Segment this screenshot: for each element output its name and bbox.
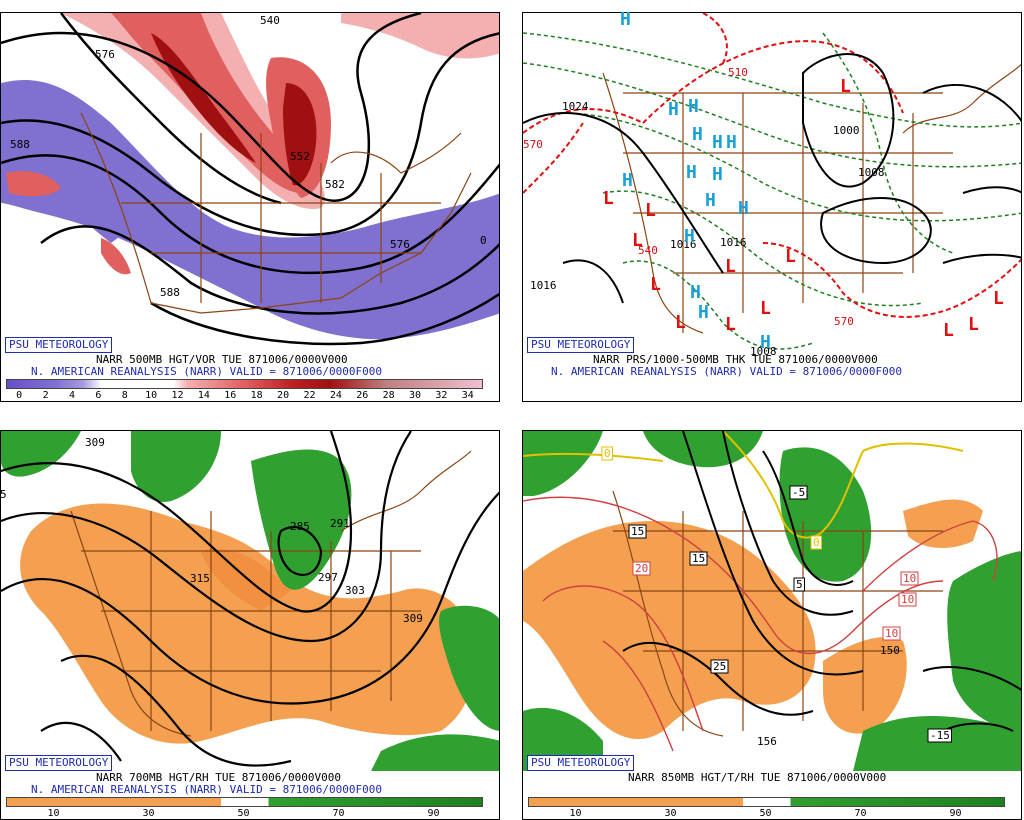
color-scale-labels: 10 30 50 70 90 bbox=[528, 808, 1003, 819]
map-700mb-rh bbox=[1, 431, 499, 771]
credit-label: PSU METEOROLOGY bbox=[5, 755, 113, 771]
scale-tick-label: 30 bbox=[664, 808, 677, 819]
map-500mb-vorticity bbox=[1, 13, 499, 353]
rh-moist-region bbox=[523, 431, 603, 496]
scale-tick-label: 90 bbox=[949, 808, 962, 819]
panel-thickness-pressure: PSU METEOROLOGY NARR PRS/1000-500MB THK … bbox=[522, 12, 1022, 402]
scale-tick-label: 12 bbox=[171, 390, 184, 401]
vorticity-positive-region bbox=[6, 171, 61, 197]
vorticity-positive-region bbox=[151, 33, 256, 163]
scale-tick-label: 2 bbox=[42, 390, 49, 401]
map-thickness-pressure bbox=[523, 13, 1021, 353]
vorticity-negative-region bbox=[56, 173, 131, 243]
scale-tick-label: 16 bbox=[224, 390, 237, 401]
scale-tick-label: 10 bbox=[145, 390, 158, 401]
scale-tick-label: 14 bbox=[197, 390, 210, 401]
caption-title: NARR PRS/1000-500MB THK TUE 871006/0000V… bbox=[593, 353, 878, 366]
color-scale-bar bbox=[6, 379, 483, 389]
panel-850mb-temp-rh: PSU METEOROLOGY NARR 850MB HGT/T/RH TUE … bbox=[522, 430, 1022, 820]
vorticity-positive-region bbox=[341, 13, 499, 59]
rh-moist-region bbox=[251, 449, 352, 590]
caption-title: NARR 700MB HGT/RH TUE 871006/0000V000 bbox=[96, 771, 342, 784]
color-scale-labels: 10 30 50 70 90 bbox=[6, 808, 481, 819]
scale-tick-label: 90 bbox=[427, 808, 440, 819]
scale-tick-label: 0 bbox=[16, 390, 23, 401]
caption-title: NARR 850MB HGT/T/RH TUE 871006/0000V000 bbox=[628, 771, 887, 784]
panel-500mb-vorticity: PSU METEOROLOGY NARR 500MB HGT/VOR TUE 8… bbox=[0, 12, 500, 402]
scale-tick-label: 20 bbox=[277, 390, 290, 401]
color-scale-labels: 0 2 4 6 8 10 12 14 16 18 20 22 24 26 28 30 32 34 bbox=[6, 390, 481, 401]
scale-tick-label: 10 bbox=[569, 808, 582, 819]
scale-tick-label: 50 bbox=[237, 808, 250, 819]
vorticity-negative-region bbox=[1, 80, 499, 340]
credit-label: PSU METEOROLOGY bbox=[527, 755, 635, 771]
panel-700mb-rh: PSU METEOROLOGY NARR 700MB HGT/RH TUE 87… bbox=[0, 430, 500, 820]
scale-tick-label: 50 bbox=[759, 808, 772, 819]
scale-tick-label: 32 bbox=[435, 390, 448, 401]
scale-tick-label: 6 bbox=[95, 390, 102, 401]
map-850mb-temp-rh bbox=[523, 431, 1021, 771]
scale-tick-label: 70 bbox=[332, 808, 345, 819]
scale-tick-label: 34 bbox=[461, 390, 474, 401]
scale-tick-label: 30 bbox=[408, 390, 422, 401]
scale-tick-label: 18 bbox=[250, 390, 263, 401]
caption-title: NARR 500MB HGT/VOR TUE 871006/0000V000 bbox=[96, 353, 348, 366]
rh-moist-region bbox=[439, 605, 499, 731]
color-scale-bar bbox=[528, 797, 1005, 807]
scale-tick-label: 22 bbox=[303, 390, 316, 401]
scale-tick-label: 8 bbox=[121, 390, 128, 401]
caption-valid: N. AMERICAN REANALYSIS (NARR) VALID = 87… bbox=[551, 365, 902, 378]
rh-moist-region bbox=[371, 734, 499, 771]
rh-moist-region bbox=[947, 551, 1021, 731]
rh-moist-region bbox=[131, 431, 221, 502]
caption-valid: N. AMERICAN REANALYSIS (NARR) VALID = 87… bbox=[31, 783, 382, 796]
credit-label: PSU METEOROLOGY bbox=[5, 337, 113, 353]
scale-tick-label: 24 bbox=[329, 390, 342, 401]
credit-label: PSU METEOROLOGY bbox=[527, 337, 635, 353]
scale-tick-label: 28 bbox=[382, 390, 395, 401]
scale-tick-label: 26 bbox=[356, 390, 369, 401]
scale-tick-label: 30 bbox=[142, 808, 155, 819]
scale-tick-label: 70 bbox=[854, 808, 867, 819]
vorticity-negative-region bbox=[1, 85, 61, 125]
scale-tick-label: 4 bbox=[68, 390, 75, 401]
rh-dry-region bbox=[823, 637, 907, 734]
rh-moist-region bbox=[779, 447, 872, 582]
vorticity-positive-region bbox=[101, 238, 131, 275]
caption-valid: N. AMERICAN REANALYSIS (NARR) VALID = 87… bbox=[31, 365, 382, 378]
vorticity-positive-region bbox=[283, 83, 317, 186]
color-scale-bar bbox=[6, 797, 483, 807]
scale-tick-label: 10 bbox=[47, 808, 60, 819]
rh-moist-region bbox=[853, 716, 1021, 771]
rh-dry-region bbox=[903, 499, 983, 548]
